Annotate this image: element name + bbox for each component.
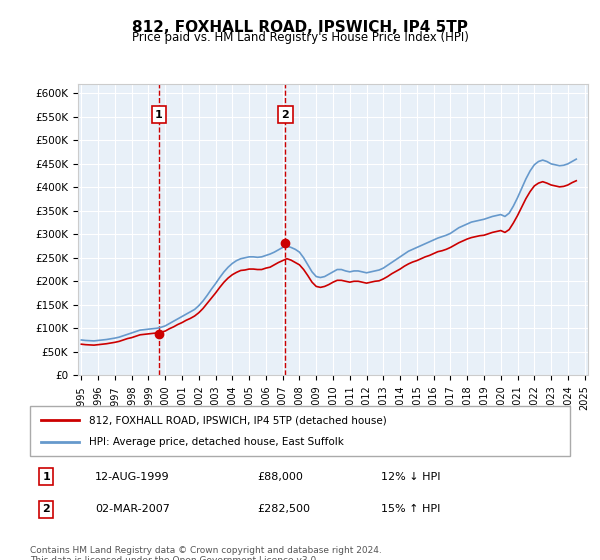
Text: HPI: Average price, detached house, East Suffolk: HPI: Average price, detached house, East… <box>89 437 344 447</box>
Text: 12% ↓ HPI: 12% ↓ HPI <box>381 472 440 482</box>
Text: 15% ↑ HPI: 15% ↑ HPI <box>381 504 440 514</box>
Text: £88,000: £88,000 <box>257 472 302 482</box>
Text: Contains HM Land Registry data © Crown copyright and database right 2024.
This d: Contains HM Land Registry data © Crown c… <box>30 546 382 560</box>
Text: 2: 2 <box>281 110 289 120</box>
Text: 812, FOXHALL ROAD, IPSWICH, IP4 5TP (detached house): 812, FOXHALL ROAD, IPSWICH, IP4 5TP (det… <box>89 415 387 425</box>
Text: 2: 2 <box>43 504 50 514</box>
Text: 1: 1 <box>43 472 50 482</box>
Text: 02-MAR-2007: 02-MAR-2007 <box>95 504 170 514</box>
Text: Price paid vs. HM Land Registry's House Price Index (HPI): Price paid vs. HM Land Registry's House … <box>131 31 469 44</box>
Text: 812, FOXHALL ROAD, IPSWICH, IP4 5TP: 812, FOXHALL ROAD, IPSWICH, IP4 5TP <box>132 20 468 35</box>
Text: £282,500: £282,500 <box>257 504 310 514</box>
Text: 1: 1 <box>155 110 163 120</box>
Text: 12-AUG-1999: 12-AUG-1999 <box>95 472 169 482</box>
FancyBboxPatch shape <box>30 406 570 456</box>
